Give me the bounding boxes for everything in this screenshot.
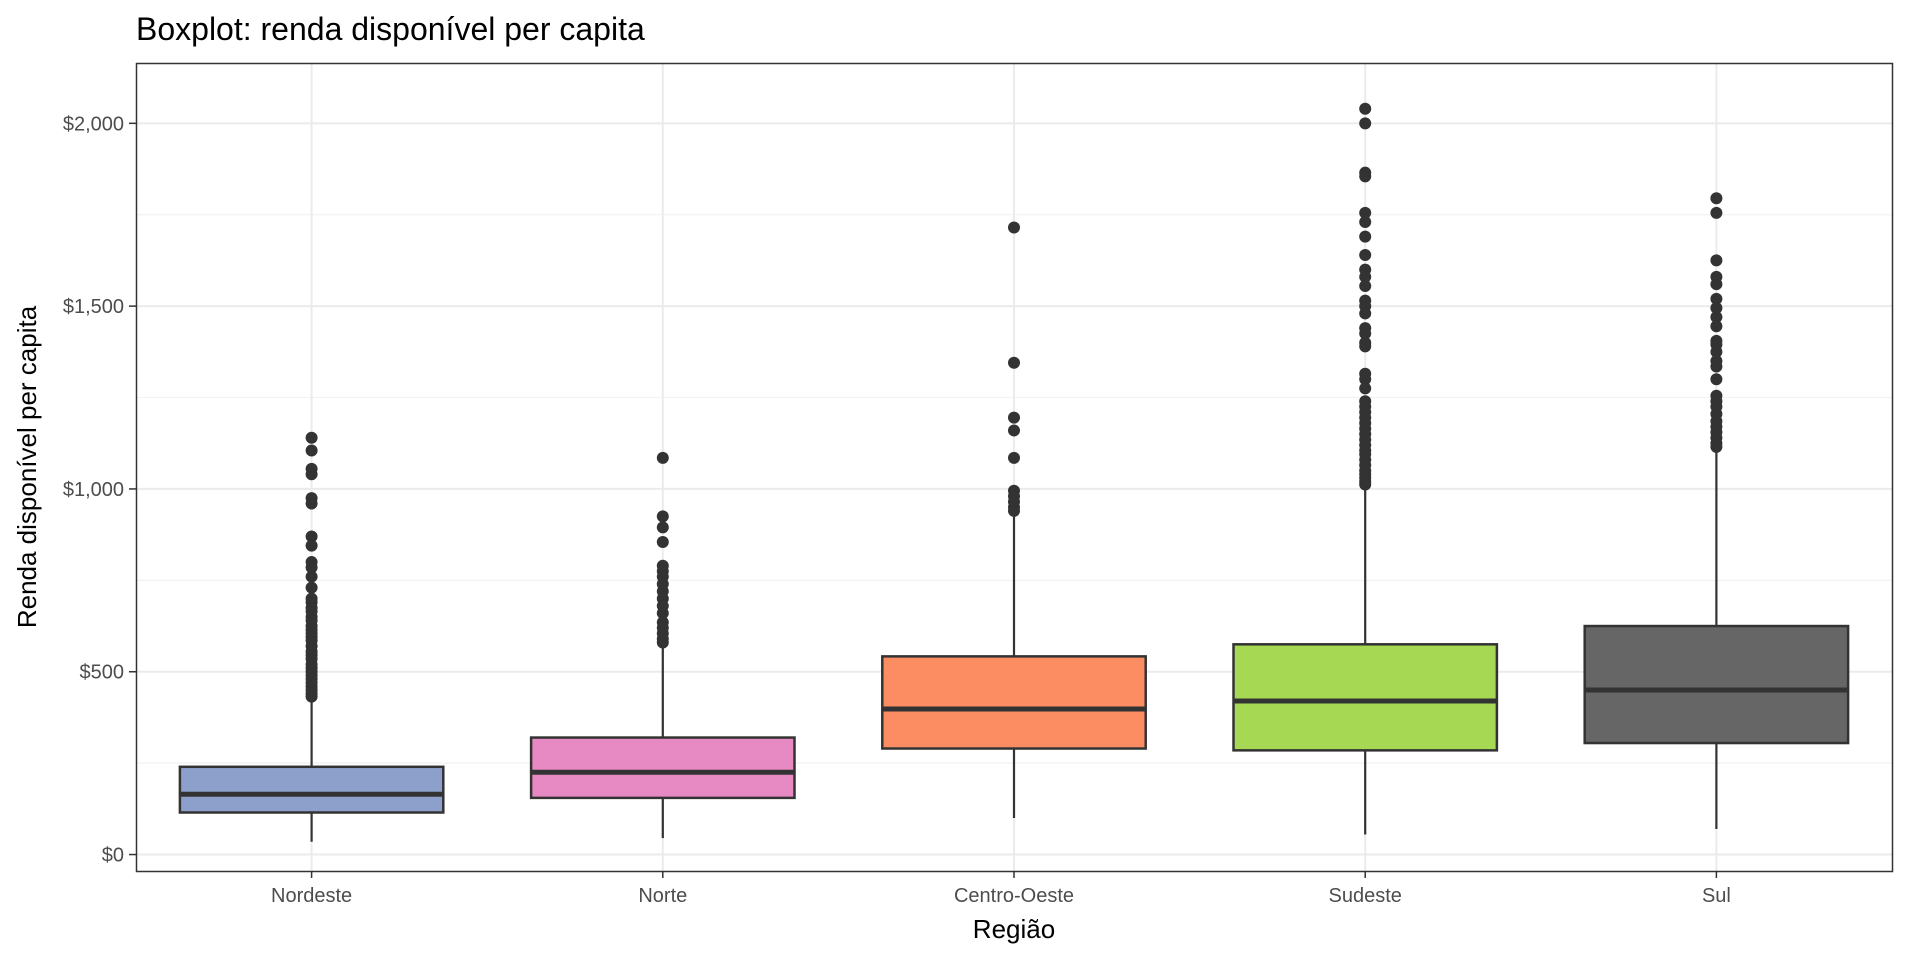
outlier-point <box>1359 340 1372 353</box>
y-tick-label: $2,000 <box>63 113 124 135</box>
outlier-point <box>305 539 318 552</box>
outlier-point <box>305 468 318 481</box>
outlier-point <box>1710 311 1723 324</box>
box-group-sudeste <box>1232 102 1499 835</box>
box-iqr <box>1232 643 1499 752</box>
outlier-point <box>656 607 669 620</box>
outlier-point <box>656 451 669 464</box>
outlier-point <box>1008 411 1020 424</box>
outlier-point <box>656 521 669 534</box>
outlier-point <box>1008 356 1020 369</box>
outlier-point <box>1710 292 1723 305</box>
x-tick-label: Sudeste <box>1329 885 1402 907</box>
box-iqr <box>529 736 796 800</box>
outlier-point <box>1359 206 1372 219</box>
x-tick-label: Norte <box>638 885 687 907</box>
x-tick-label: Centro-Oeste <box>954 885 1074 907</box>
outlier-point <box>1710 254 1723 267</box>
outlier-point <box>1710 345 1723 358</box>
box-iqr <box>881 655 1147 750</box>
chart-title: Boxplot: renda disponível per capita <box>136 11 645 47</box>
outlier-point <box>1359 307 1372 320</box>
outlier-point <box>305 497 318 510</box>
outlier-point <box>305 690 318 703</box>
outlier-point <box>305 530 318 543</box>
box-group-nordeste <box>178 431 445 842</box>
outlier-point <box>1359 373 1372 386</box>
outlier-point <box>305 570 318 583</box>
outlier-point <box>1008 424 1020 437</box>
box-iqr <box>178 765 445 814</box>
outlier-point <box>656 510 669 523</box>
outlier-point <box>1008 451 1020 464</box>
outlier-point <box>1359 230 1372 243</box>
y-axis-title: Renda disponível per capita <box>12 305 42 628</box>
outlier-point <box>1359 102 1372 115</box>
outlier-point <box>1359 478 1372 491</box>
x-tick-label: Sul <box>1702 885 1731 907</box>
outlier-point <box>1359 248 1372 261</box>
outlier-point <box>1710 301 1723 314</box>
outlier-point <box>1710 278 1723 291</box>
axis-layer: $0 $500 $1,000 $1,500 $2,000 Nordeste Norte Cen… <box>63 113 1731 907</box>
outlier-point <box>1008 221 1020 234</box>
outlier-point <box>1710 360 1723 373</box>
box-group-norte <box>529 451 796 839</box>
outlier-point <box>1710 373 1723 386</box>
outlier-point <box>1359 280 1372 293</box>
x-tick-label: Nordeste <box>271 885 352 907</box>
outlier-point <box>1710 320 1723 333</box>
outlier-point <box>656 636 669 649</box>
outlier-point <box>1710 440 1723 453</box>
outlier-point <box>1710 206 1723 219</box>
outlier-point <box>1359 382 1372 395</box>
outlier-point <box>1710 192 1723 205</box>
outlier-point <box>305 444 318 457</box>
outlier-point <box>1359 170 1372 183</box>
outlier-point <box>1359 327 1372 340</box>
y-tick-label: $500 <box>80 662 125 684</box>
box-group-sul <box>1583 192 1850 829</box>
outlier-point <box>656 535 669 548</box>
x-axis-title: Região <box>973 914 1055 944</box>
outlier-point <box>1008 504 1020 517</box>
outlier-point <box>305 561 318 574</box>
outlier-point <box>1359 216 1372 229</box>
outlier-point <box>305 431 318 444</box>
outlier-point <box>1359 270 1372 283</box>
outlier-point <box>305 581 318 594</box>
box-layer <box>178 102 1850 842</box>
y-tick-label: $0 <box>102 845 124 867</box>
outlier-point <box>1359 117 1372 130</box>
box-iqr <box>1583 624 1850 745</box>
y-tick-label: $1,500 <box>63 296 124 318</box>
box-group-centro-oeste <box>881 221 1147 818</box>
y-tick-label: $1,000 <box>63 479 124 501</box>
